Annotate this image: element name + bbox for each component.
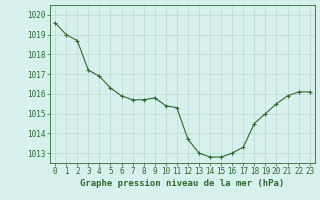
X-axis label: Graphe pression niveau de la mer (hPa): Graphe pression niveau de la mer (hPa): [80, 179, 284, 188]
